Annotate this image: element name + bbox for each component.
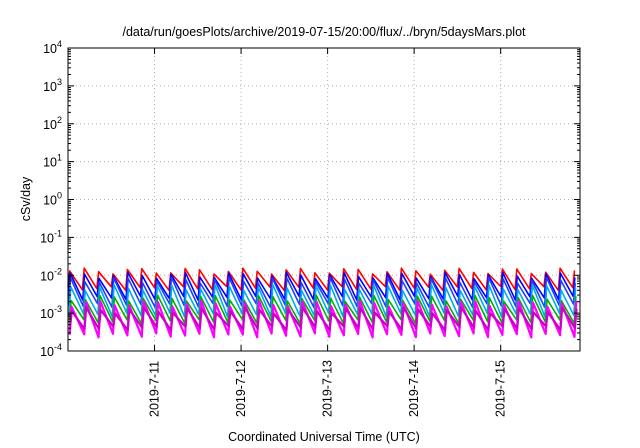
y-tick-label: 103 bbox=[43, 77, 62, 94]
x-axis: 2019-7-11 2019-7-12 2019-7-13 2019-7-14 2019… bbox=[148, 48, 508, 417]
y-tick-label: 10-2 bbox=[40, 266, 62, 283]
x-tick-label: 2019-7-11 bbox=[148, 361, 162, 417]
x-axis-label: Coordinated Universal Time (UTC) bbox=[228, 430, 420, 444]
y-tick-label: 104 bbox=[43, 39, 62, 56]
y-tick-label: 10-3 bbox=[40, 304, 62, 321]
data-series bbox=[67, 267, 578, 339]
series-line bbox=[68, 294, 577, 325]
grid bbox=[68, 48, 580, 351]
y-axis: 104 103 102 101 100 10-1 10-2 10-3 10-4 bbox=[40, 39, 580, 359]
chart-title: /data/run/goesPlots/archive/2019-07-15/2… bbox=[122, 25, 526, 39]
series-line bbox=[67, 271, 576, 301]
series-line bbox=[67, 276, 576, 309]
y-tick-label: 10-1 bbox=[40, 228, 62, 245]
y-tick-label: 101 bbox=[43, 153, 62, 170]
y-axis-label: cSv/day bbox=[19, 176, 33, 221]
x-tick-label: 2019-7-14 bbox=[407, 360, 421, 417]
series-line bbox=[68, 283, 577, 318]
x-tick-label: 2019-7-15 bbox=[494, 360, 508, 417]
series-line bbox=[67, 267, 576, 292]
x-tick-label: 2019-7-13 bbox=[321, 360, 335, 417]
x-tick-label: 2019-7-12 bbox=[234, 360, 248, 417]
y-tick-label: 10-4 bbox=[40, 342, 62, 359]
y-tick-label: 100 bbox=[43, 191, 62, 208]
series-line bbox=[69, 306, 578, 332]
y-tick-label: 102 bbox=[43, 115, 62, 132]
